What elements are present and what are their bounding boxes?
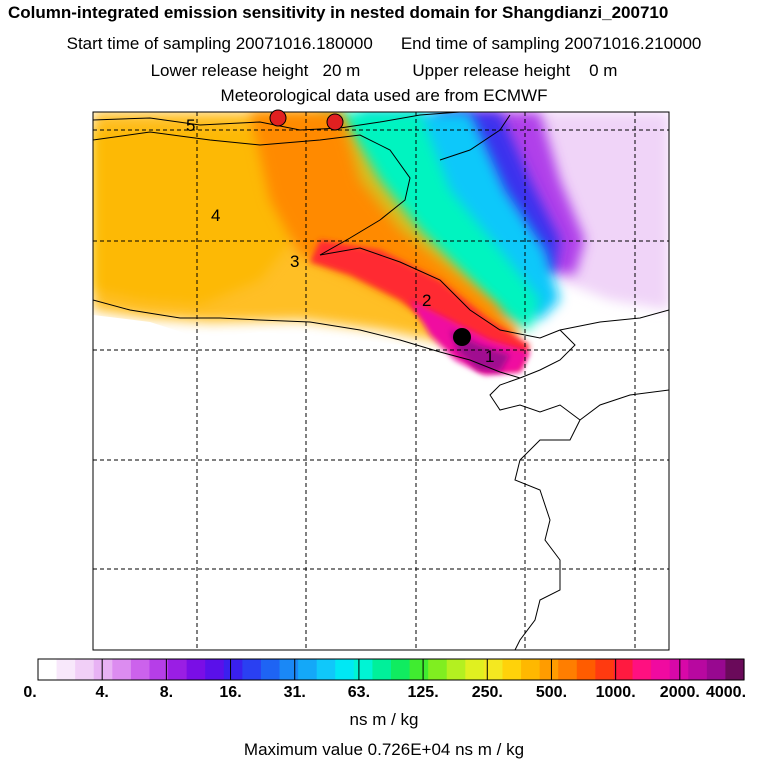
colorbar-swatch [298, 659, 318, 680]
source-marker [269, 109, 287, 127]
colorbar-tick-label: 8. [159, 684, 174, 701]
position-label-5: 5 [186, 116, 195, 135]
colorbar-swatch [168, 659, 188, 680]
colorbar-swatch [205, 659, 225, 680]
colorbar-swatch [149, 659, 169, 680]
upper-release-label: Upper release height 0 m [412, 61, 618, 80]
colorbar-swatch [130, 659, 151, 680]
colorbar-swatch [632, 659, 652, 680]
colorbar-swatch [483, 659, 504, 680]
position-label-2: 2 [422, 291, 431, 310]
lat-lon-grid [93, 112, 669, 650]
colorbar-swatch [521, 659, 541, 680]
colorbar-swatch [725, 659, 745, 680]
colorbar-tick-label: 31. [283, 684, 306, 701]
position-label-1: 1 [485, 347, 494, 366]
colorbar-swatch [651, 659, 671, 680]
colorbar-swatch [558, 659, 578, 680]
colorbar-tick-label: 4000. [705, 684, 747, 701]
colorbar-swatch [56, 659, 76, 680]
colorbar-tick-label: 4. [95, 684, 109, 701]
colorbar-swatch [613, 659, 634, 680]
start-time-label: Start time of sampling 20071016.180000 [66, 34, 373, 53]
colorbar-swatch [706, 659, 727, 680]
colorbar-swatch [576, 659, 596, 680]
colorbar-swatch [75, 659, 95, 680]
colorbar-swatch [409, 659, 429, 680]
source-marker [326, 113, 344, 131]
colorbar-swatch [260, 659, 281, 680]
position-label-4: 4 [211, 206, 220, 225]
colorbar-swatch [502, 659, 522, 680]
colorbar-frame [37, 658, 745, 681]
colorbar-swatch [353, 659, 374, 680]
position-label-3: 3 [290, 252, 299, 271]
map-title: Column-integrated emission sensitivity i… [8, 3, 669, 22]
colorbar-swatch [446, 659, 466, 680]
colorbar-swatch [428, 659, 448, 680]
lower-release-label: Lower release height 20 m [150, 61, 361, 80]
colorbar-swatch [242, 659, 262, 680]
colorbar-unit: ns m / kg [349, 710, 419, 729]
colorbar-swatch [669, 659, 689, 680]
colorbar-swatch [595, 659, 615, 680]
colorbar [37, 658, 745, 681]
colorbar-tick-label: 63. [347, 684, 371, 701]
colorbar-tick-label: 250. [471, 684, 503, 701]
met-data-label: Meteorological data used are from ECMWF [220, 86, 548, 105]
colorbar-swatch [112, 659, 132, 680]
colorbar-swatch [372, 659, 392, 680]
colorbar-tick-label: 16. [219, 684, 242, 701]
sampling-time-line: Start time of sampling 20071016.180000 En… [0, 34, 768, 54]
colorbar-swatch [223, 659, 243, 680]
release-height-line: Lower release height 20 m Upper release h… [0, 61, 768, 81]
map-frame [92, 111, 670, 651]
colorbar-tick-label: 2000. [659, 684, 700, 701]
colorbar-swatch [38, 659, 58, 680]
colorbar-tick-label: 1000. [595, 684, 636, 701]
colorbar-tick-label: 0. [23, 684, 37, 701]
colorbar-swatch [93, 659, 113, 680]
position-labels: 1 2 3 4 5 [186, 116, 494, 366]
colorbar-swatch [335, 659, 355, 680]
end-time-label: End time of sampling 20071016.210000 [400, 34, 702, 53]
colorbar-tick-label: 125. [407, 684, 439, 701]
maximum-value-label: Maximum value 0.726E+04 ns m / kg [243, 740, 525, 759]
colorbar-swatch [186, 659, 206, 680]
colorbar-swatch [688, 659, 708, 680]
colorbar-swatch [316, 659, 336, 680]
colorbar-tick-label: 500. [535, 684, 568, 701]
colorbar-swatch [539, 659, 559, 680]
colorbar-swatch [391, 659, 411, 680]
colorbar-swatch [465, 659, 485, 680]
colorbar-swatch [279, 659, 299, 680]
emission-sensitivity-field [93, 112, 669, 650]
receptor-marker [453, 328, 471, 346]
